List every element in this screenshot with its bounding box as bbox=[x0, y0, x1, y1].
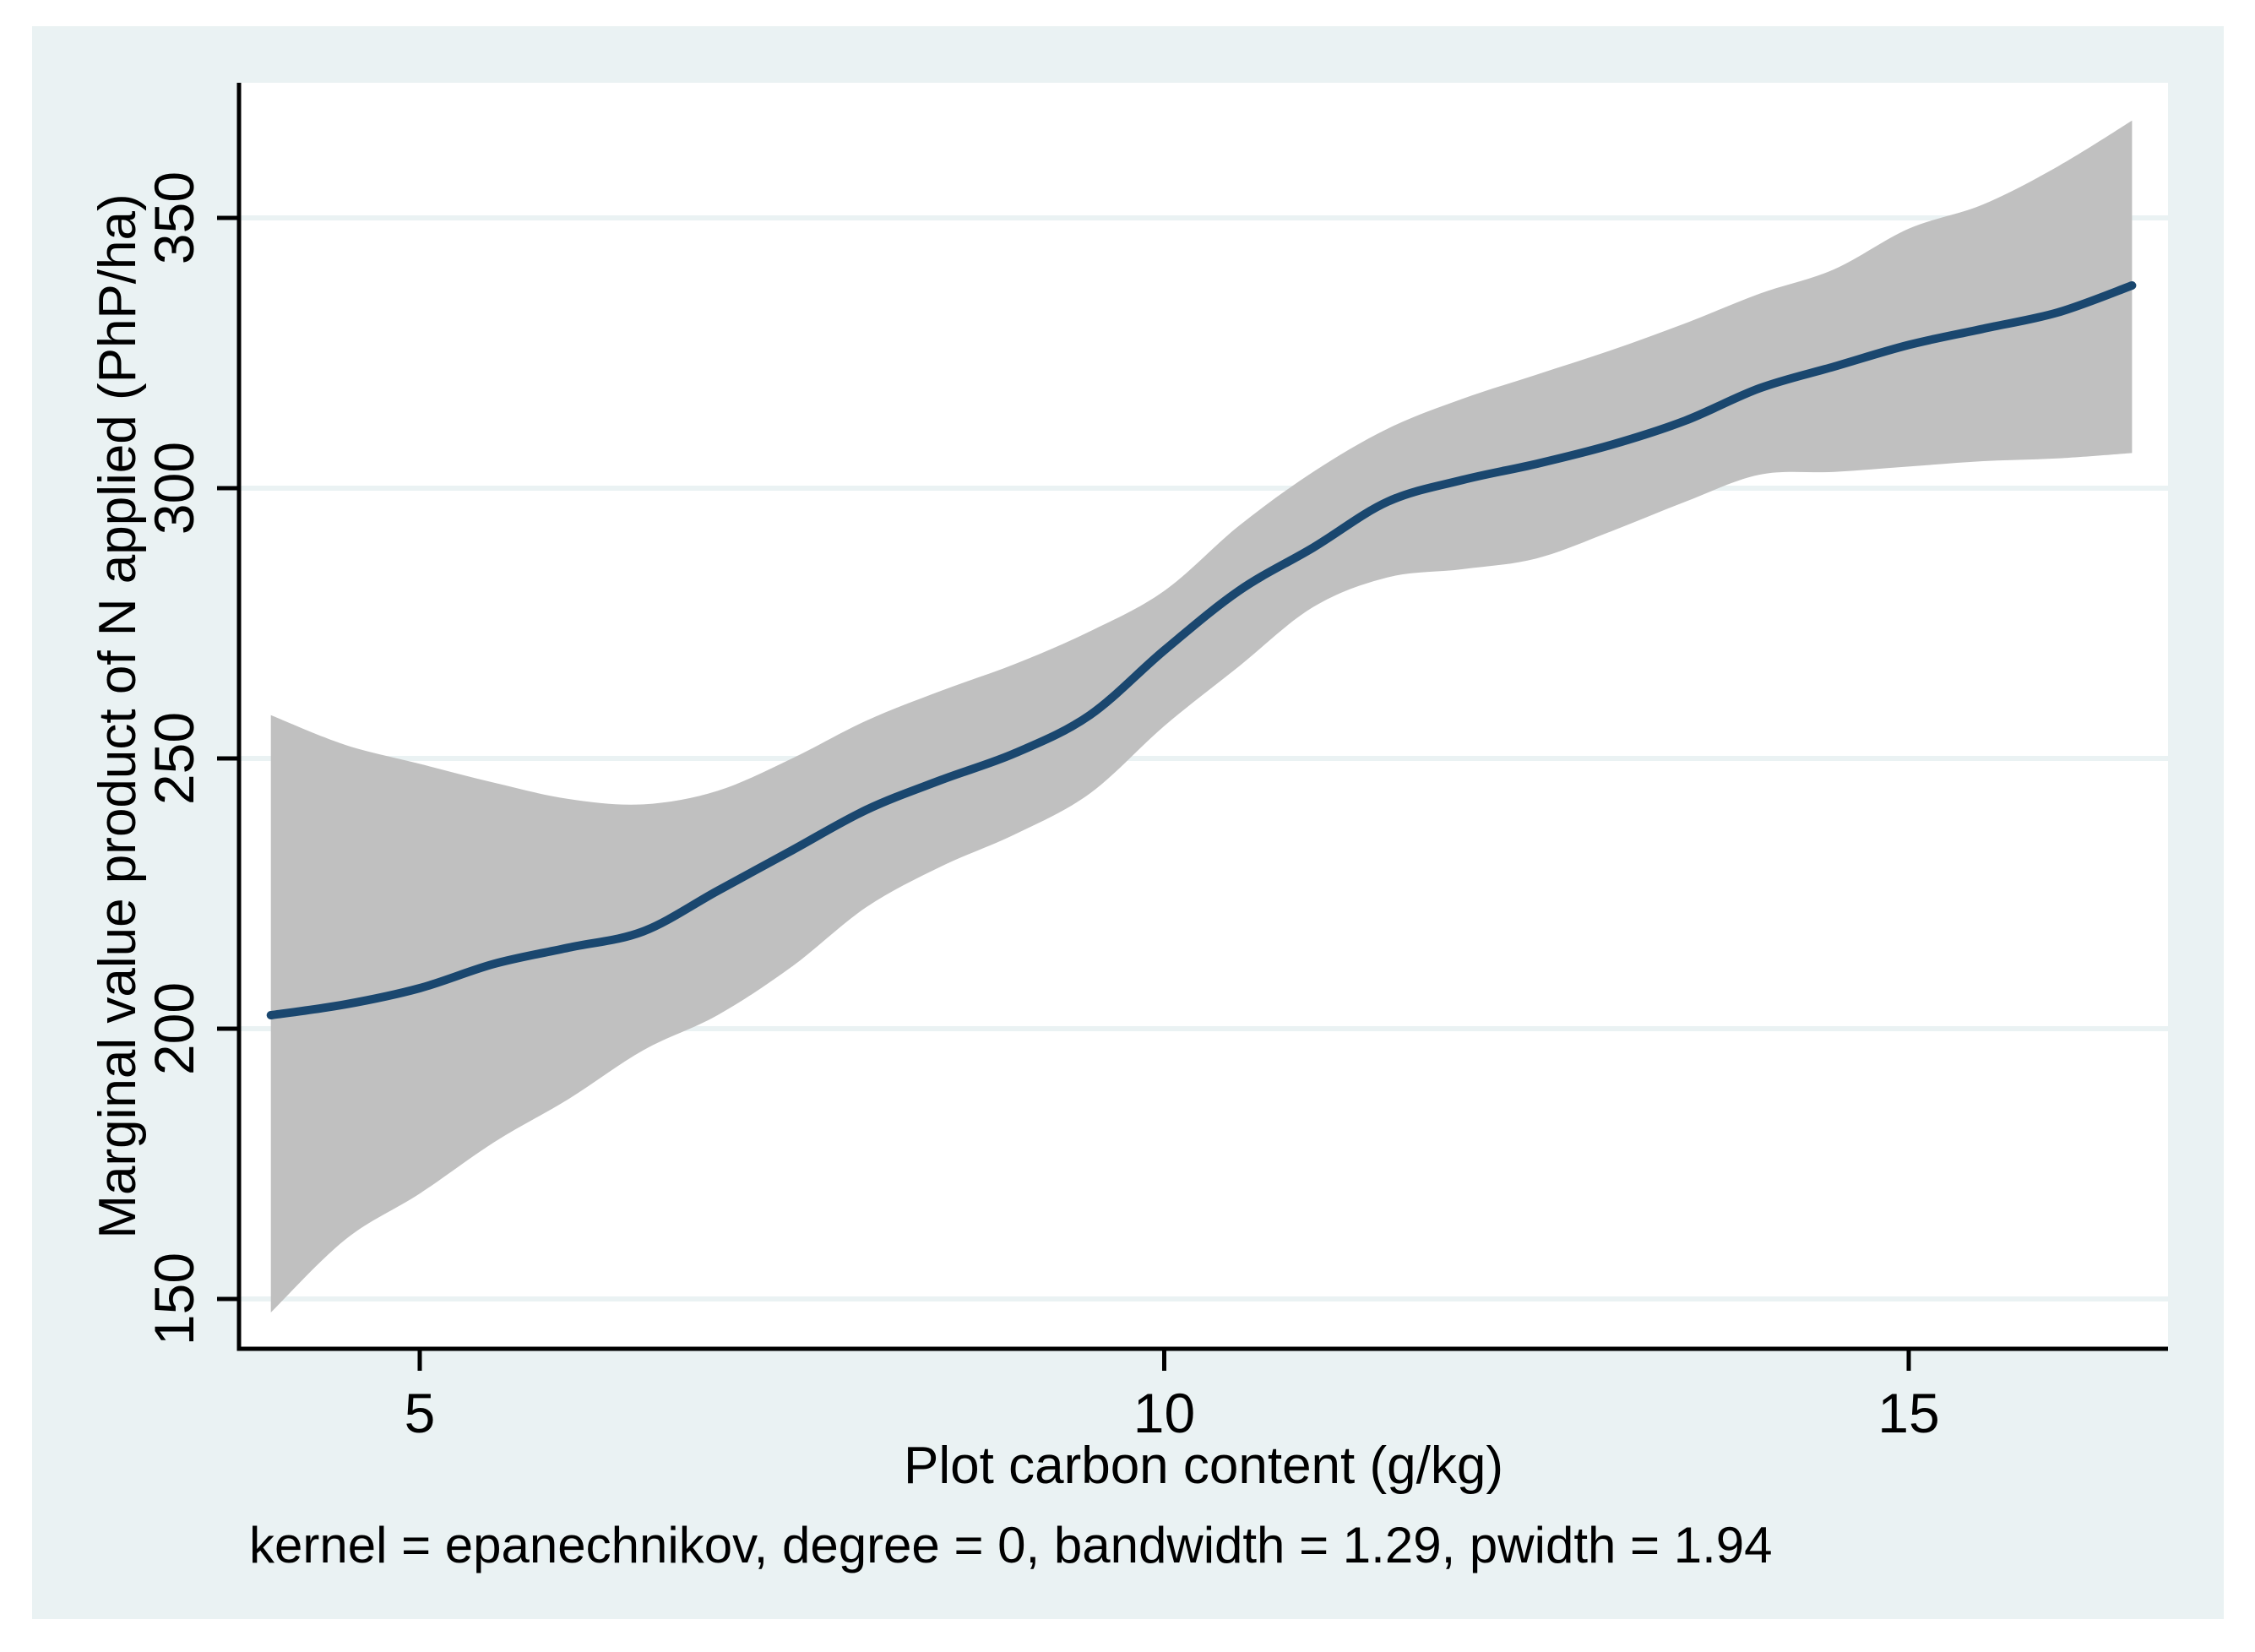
y-tick-label-300: 300 bbox=[143, 441, 205, 535]
x-tick-label-15: 15 bbox=[1877, 1382, 1940, 1444]
y-tick-label-150: 150 bbox=[143, 1252, 205, 1346]
y-axis-title: Marginal value product of N applied (PhP… bbox=[89, 193, 147, 1239]
confidence-band bbox=[270, 120, 2133, 1312]
plot-note: kernel = epanechnikov, degree = 0, bandw… bbox=[249, 1517, 1773, 1573]
y-tick-label-350: 350 bbox=[143, 171, 205, 265]
x-tick-label-10: 10 bbox=[1133, 1382, 1196, 1444]
y-tick-label-250: 250 bbox=[143, 711, 205, 806]
smooth-line bbox=[266, 281, 2137, 1019]
x-axis-title: Plot carbon content (g/kg) bbox=[904, 1437, 1503, 1495]
x-tick-label-5: 5 bbox=[404, 1382, 436, 1444]
y-tick-label-200: 200 bbox=[143, 981, 205, 1076]
